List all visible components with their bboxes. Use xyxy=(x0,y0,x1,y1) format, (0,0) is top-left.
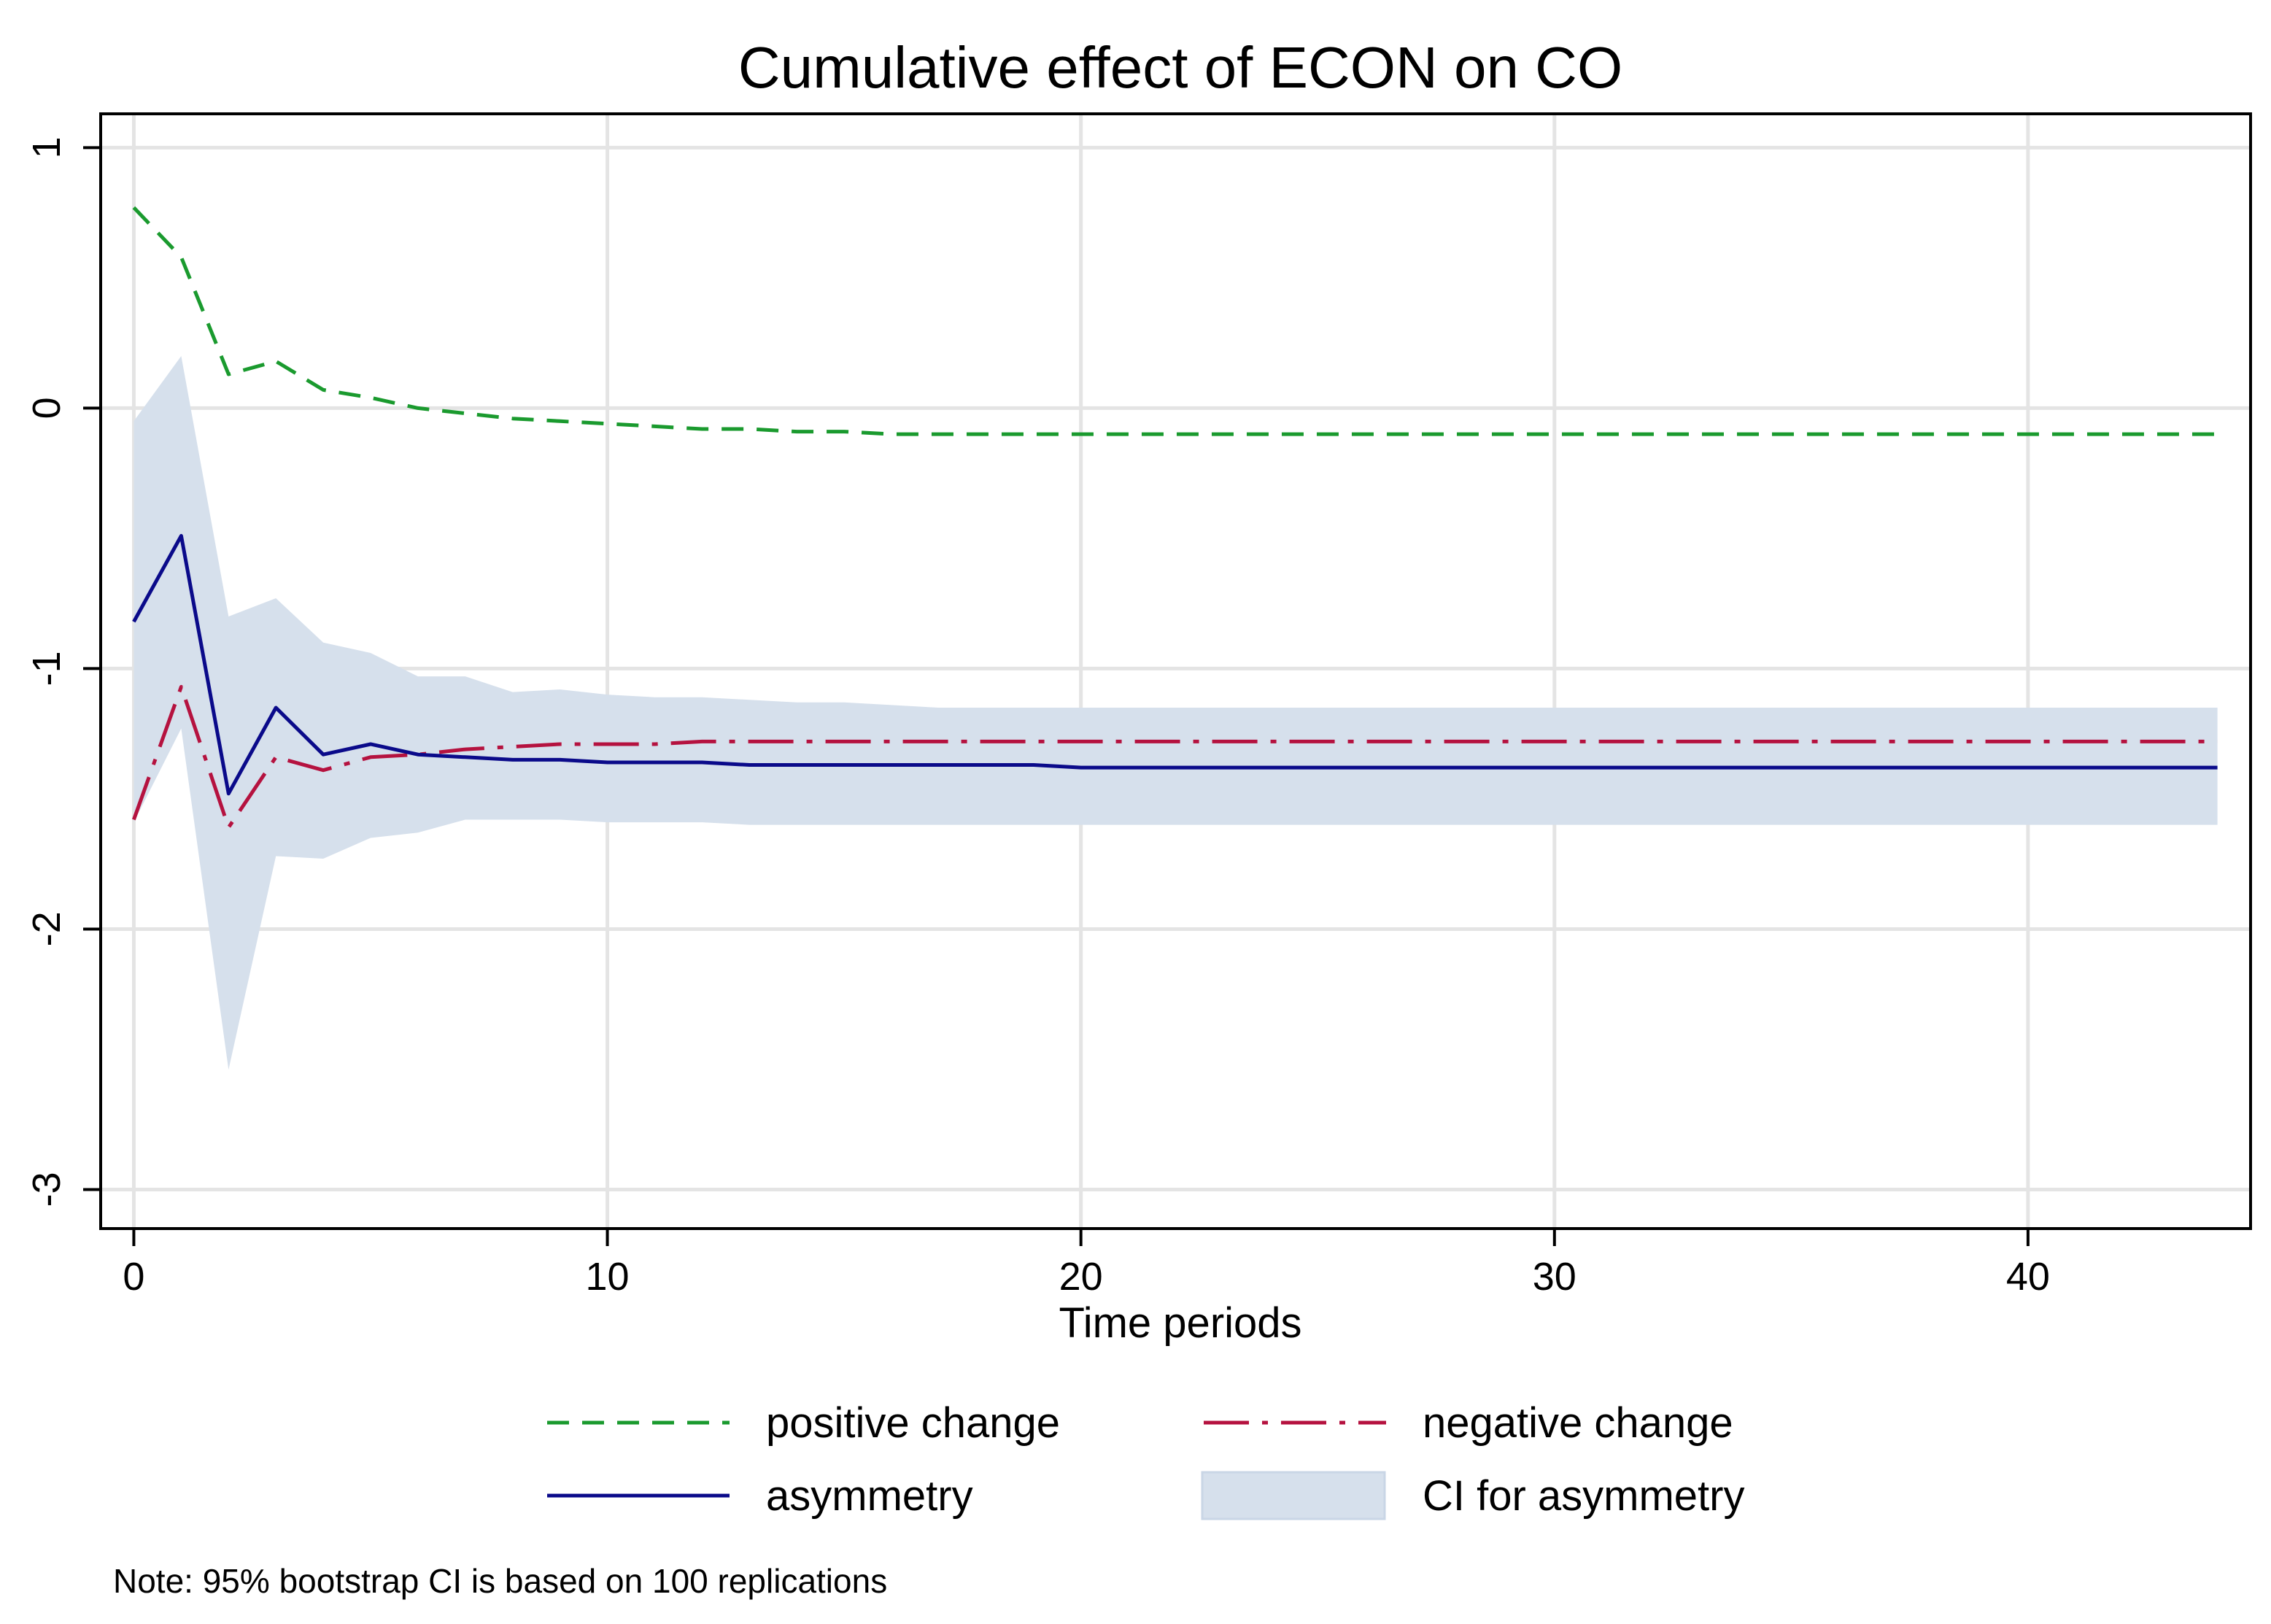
y-tick-label: 0 xyxy=(25,397,69,419)
series-line-negative-change xyxy=(132,684,2218,830)
series-layer xyxy=(132,206,2218,830)
x-tick-label: 10 xyxy=(586,1255,630,1299)
legend-label-negative-change: negative change xyxy=(1423,1399,1733,1447)
legend-label-positive-change: positive change xyxy=(766,1399,1060,1447)
legend-label-asymmetry: asymmetry xyxy=(766,1472,973,1520)
x-axis-label: Time periods xyxy=(1059,1299,1301,1347)
series-line-asymmetry xyxy=(132,533,2218,796)
series-line-positive-change xyxy=(132,206,2218,436)
y-tick-label: -3 xyxy=(25,1172,69,1207)
y-tick-label: -1 xyxy=(25,651,69,686)
legend: positive change negative change asymmetr… xyxy=(547,1399,1745,1520)
x-tick-label: 20 xyxy=(1059,1255,1103,1299)
chart-title: Cumulative effect of ECON on CO xyxy=(738,35,1622,100)
y-tick-label: -2 xyxy=(25,911,69,946)
legend-label-ci: CI for asymmetry xyxy=(1423,1472,1745,1520)
x-axis: 0 10 20 30 40 xyxy=(123,1229,2050,1299)
y-tick-label: 1 xyxy=(25,136,69,158)
gridlines xyxy=(101,114,2251,1229)
plot-frame xyxy=(99,112,2252,1230)
ci-band xyxy=(134,356,2218,1070)
chart-note: Note: 95% bootstrap CI is based on 100 r… xyxy=(113,1562,887,1600)
ci-band-layer xyxy=(134,356,2218,1070)
x-tick-label: 30 xyxy=(1533,1255,1576,1299)
x-tick-label: 0 xyxy=(123,1255,144,1299)
legend-swatch-ci xyxy=(1201,1471,1386,1520)
x-tick-label: 40 xyxy=(2006,1255,2050,1299)
y-axis: 1 0 -1 -2 -3 xyxy=(25,136,101,1207)
